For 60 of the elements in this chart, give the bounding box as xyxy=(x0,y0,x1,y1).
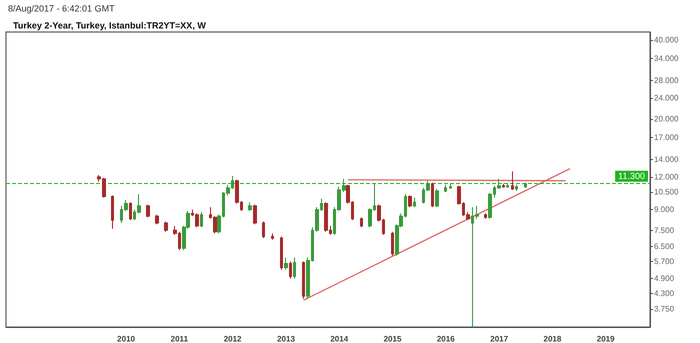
y-tick-label: 4.300 xyxy=(654,288,675,298)
y-tick-label: 40.000 xyxy=(654,36,680,45)
candlestick xyxy=(155,214,159,225)
candlestick xyxy=(524,182,527,188)
candlestick xyxy=(111,194,114,230)
y-tick-label: 24.000 xyxy=(654,94,680,103)
y-tick-label: 7.500 xyxy=(654,226,675,235)
x-tick-label: 2010 xyxy=(117,334,136,343)
candlestick xyxy=(248,202,252,212)
y-tick-label: 34.000 xyxy=(654,54,680,64)
candlestick xyxy=(435,188,439,208)
y-tick-label: 12.000 xyxy=(654,172,680,182)
candlestick xyxy=(391,231,394,256)
x-tick-label: 2011 xyxy=(170,334,189,343)
candlestick xyxy=(302,260,305,300)
x-tick-label: 2018 xyxy=(543,334,562,343)
candlestick xyxy=(431,182,434,208)
y-tick-label: 3.750 xyxy=(654,304,675,314)
y-tick-label: 6.500 xyxy=(654,242,675,252)
candlestick xyxy=(262,221,265,239)
candlestick xyxy=(515,184,518,192)
candlestick xyxy=(253,204,257,225)
candlestick xyxy=(129,202,132,221)
x-tick-label: 2016 xyxy=(436,334,456,343)
x-tick-label: 2015 xyxy=(384,334,402,343)
x-tick-label: 2017 xyxy=(490,334,509,343)
candlestick xyxy=(502,183,505,188)
candlestick xyxy=(360,216,363,228)
candlestick xyxy=(511,170,514,190)
candlestick xyxy=(484,212,487,220)
y-tick-label: 14.000 xyxy=(654,154,680,164)
x-tick-label: 2013 xyxy=(277,334,296,343)
chart-title: Turkey 2-Year, Turkey, Istanbul:TR2YT=XX, W xyxy=(13,20,206,30)
candlestick xyxy=(449,183,452,190)
candlestick xyxy=(444,184,447,193)
candlestick xyxy=(200,212,203,228)
y-tick-label: 10.500 xyxy=(654,188,680,197)
y-tick-label: 5.700 xyxy=(654,256,675,266)
candlestick xyxy=(146,204,150,218)
candlestick xyxy=(284,257,288,270)
x-tick-label: 2014 xyxy=(330,334,349,343)
y-tick-label: 9.000 xyxy=(654,205,675,214)
candlestick xyxy=(280,236,283,270)
candlestick xyxy=(408,194,412,208)
candlestick xyxy=(324,202,328,232)
ref-line-label: 11.300 xyxy=(618,171,645,182)
candlestick xyxy=(195,212,199,228)
x-tick-label: 2012 xyxy=(224,334,242,343)
text: 8/Aug/2017 - 6:42:01 GMT xyxy=(8,4,116,14)
candlestick xyxy=(164,221,168,232)
y-tick-label: 4.900 xyxy=(654,274,675,284)
candlestick xyxy=(413,197,416,208)
candlestick xyxy=(289,260,292,280)
y-tick-label: 28.000 xyxy=(654,76,680,86)
y-tick-label: 20.000 xyxy=(654,114,680,124)
candlestick xyxy=(293,257,296,280)
y-tick-label: 17.000 xyxy=(654,132,680,142)
x-tick-label: 2019 xyxy=(596,334,616,343)
candlestick xyxy=(271,232,274,240)
candlestick xyxy=(506,183,509,188)
